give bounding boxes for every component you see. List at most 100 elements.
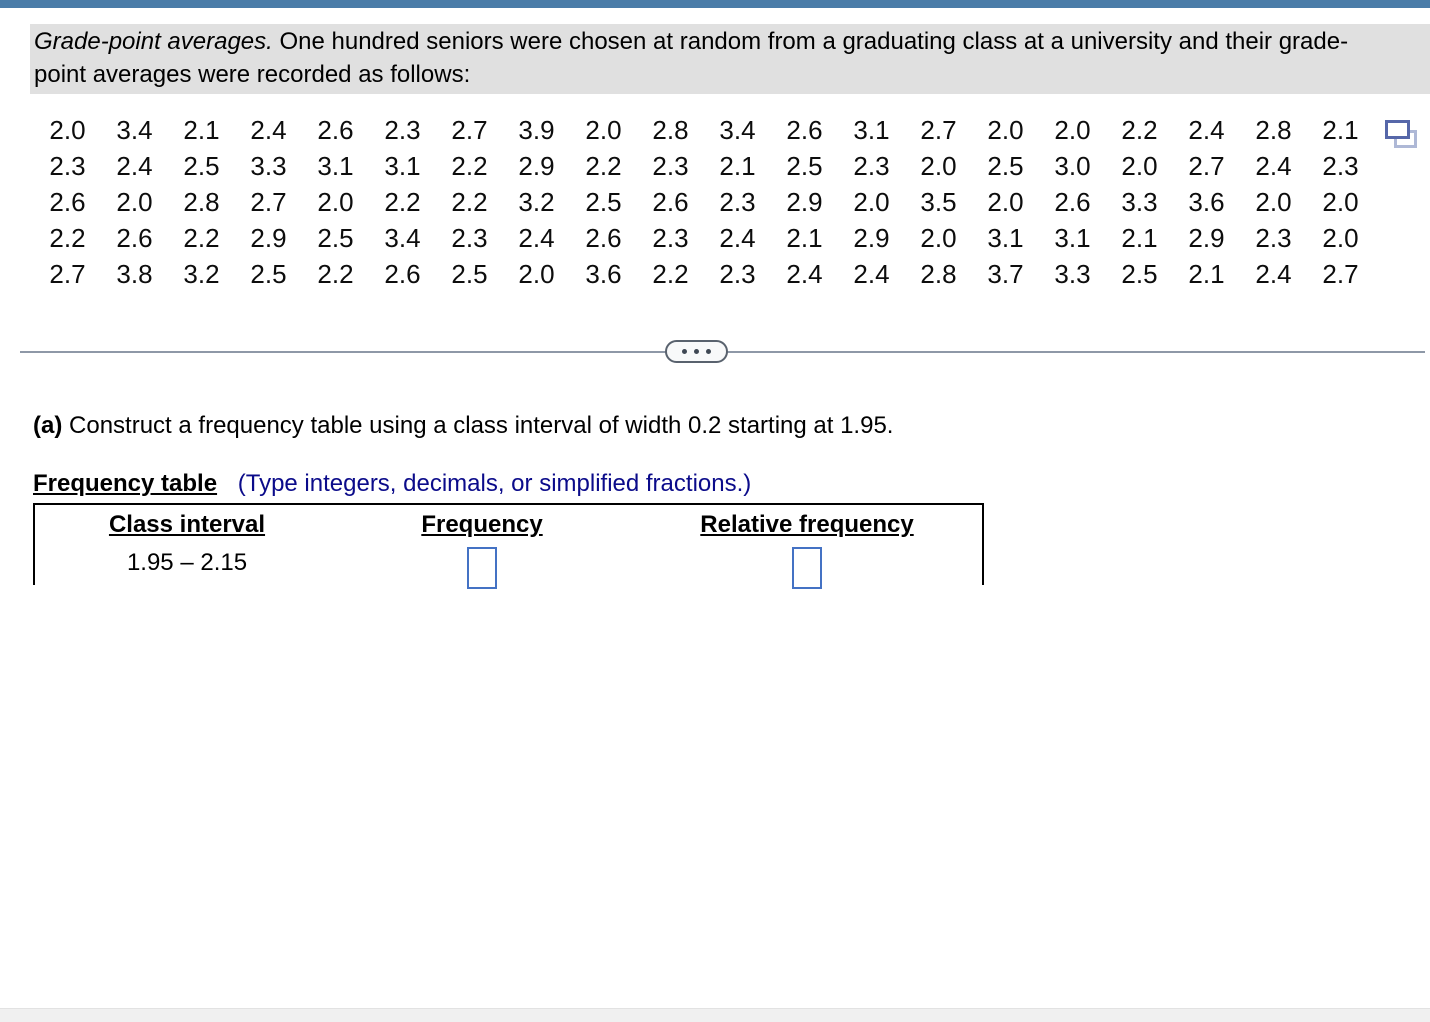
gpa-value: 2.6 <box>1054 186 1091 217</box>
ellipsis-icon <box>706 349 711 354</box>
gpa-value: 3.0 <box>1054 150 1091 181</box>
ellipsis-icon <box>694 349 699 354</box>
gpa-value: 2.3 <box>719 258 756 289</box>
gpa-value: 2.6 <box>585 222 622 253</box>
gpa-value: 2.3 <box>451 222 488 253</box>
gpa-value: 2.5 <box>987 150 1024 181</box>
column-header-relative-frequency: Relative frequency <box>700 511 914 538</box>
gpa-value: 2.0 <box>853 186 890 217</box>
relative-frequency-input[interactable] <box>792 547 822 589</box>
gpa-value: 2.0 <box>518 258 555 289</box>
gpa-value: 3.1 <box>317 150 354 181</box>
gpa-value: 2.5 <box>585 186 622 217</box>
gpa-value: 2.1 <box>1121 222 1158 253</box>
gpa-value: 2.8 <box>183 186 220 217</box>
gpa-value: 2.5 <box>250 258 287 289</box>
gpa-value: 2.2 <box>451 150 488 181</box>
gpa-value: 2.6 <box>49 186 86 217</box>
gpa-value: 2.5 <box>183 150 220 181</box>
gpa-value: 2.5 <box>786 150 823 181</box>
gpa-value: 2.2 <box>384 186 421 217</box>
gpa-value: 2.3 <box>1322 150 1359 181</box>
gpa-value: 2.0 <box>585 114 622 145</box>
gpa-value: 2.5 <box>317 222 354 253</box>
gpa-value: 3.9 <box>518 114 555 145</box>
gpa-value: 3.7 <box>987 258 1024 289</box>
gpa-value: 2.3 <box>652 222 689 253</box>
bottom-scroll-strip <box>0 1008 1430 1022</box>
gpa-value: 2.1 <box>719 150 756 181</box>
gpa-value: 3.6 <box>1188 186 1225 217</box>
gpa-value: 2.0 <box>49 114 86 145</box>
gpa-value: 2.2 <box>585 150 622 181</box>
gpa-value: 3.4 <box>719 114 756 145</box>
gpa-value: 2.0 <box>920 150 957 181</box>
gpa-value: 2.4 <box>1188 114 1225 145</box>
gpa-value: 3.8 <box>116 258 153 289</box>
gpa-value: 2.8 <box>652 114 689 145</box>
gpa-value: 2.3 <box>384 114 421 145</box>
gpa-value: 2.9 <box>786 186 823 217</box>
gpa-value: 2.0 <box>1121 150 1158 181</box>
column-header-class-interval: Class interval <box>108 511 266 538</box>
gpa-value: 2.6 <box>317 114 354 145</box>
gpa-value: 2.9 <box>518 150 555 181</box>
frequency-table-caption: Frequency table (Type integers, decimals… <box>33 470 751 498</box>
gpa-value: 2.0 <box>920 222 957 253</box>
problem-statement: Grade-point averages. One hundred senior… <box>30 24 1430 94</box>
copy-icon-front <box>1385 120 1410 139</box>
gpa-value: 3.1 <box>1054 222 1091 253</box>
gpa-value: 2.2 <box>183 222 220 253</box>
gpa-value: 3.2 <box>183 258 220 289</box>
gpa-value: 2.1 <box>183 114 220 145</box>
gpa-value: 2.5 <box>451 258 488 289</box>
gpa-value: 3.1 <box>987 222 1024 253</box>
gpa-value: 2.4 <box>719 222 756 253</box>
gpa-value: 2.0 <box>987 186 1024 217</box>
gpa-value: 2.6 <box>652 186 689 217</box>
gpa-value: 2.4 <box>1255 258 1292 289</box>
gpa-value: 3.1 <box>853 114 890 145</box>
copy-button[interactable] <box>1385 120 1419 154</box>
gpa-value: 2.1 <box>1188 258 1225 289</box>
gpa-value: 2.5 <box>1121 258 1158 289</box>
gpa-value: 2.8 <box>1255 114 1292 145</box>
frequency-table-title: Frequency table <box>33 470 218 497</box>
gpa-value: 2.0 <box>317 186 354 217</box>
gpa-value: 2.6 <box>384 258 421 289</box>
frequency-table: Class interval Frequency Relative freque… <box>33 503 984 589</box>
gpa-value: 2.3 <box>49 150 86 181</box>
gpa-value: 2.8 <box>920 258 957 289</box>
gpa-value: 2.1 <box>1322 114 1359 145</box>
problem-title: Grade-point averages. <box>34 28 273 55</box>
gpa-value: 2.7 <box>920 114 957 145</box>
gpa-value: 3.4 <box>116 114 153 145</box>
gpa-value: 3.4 <box>384 222 421 253</box>
gpa-value: 2.7 <box>1188 150 1225 181</box>
gpa-value: 2.3 <box>652 150 689 181</box>
expand-collapse-button[interactable] <box>665 340 728 363</box>
gpa-value: 3.1 <box>384 150 421 181</box>
gpa-value: 2.4 <box>116 150 153 181</box>
gpa-value: 3.3 <box>1121 186 1158 217</box>
gpa-value: 3.6 <box>585 258 622 289</box>
gpa-value: 2.4 <box>853 258 890 289</box>
gpa-value: 3.3 <box>250 150 287 181</box>
gpa-value: 2.7 <box>250 186 287 217</box>
gpa-value: 3.5 <box>920 186 957 217</box>
gpa-value: 2.3 <box>853 150 890 181</box>
frequency-input[interactable] <box>467 547 497 589</box>
gpa-value: 2.9 <box>1188 222 1225 253</box>
ellipsis-icon <box>682 349 687 354</box>
column-header-frequency: Frequency <box>421 511 543 538</box>
gpa-value: 2.4 <box>1255 150 1292 181</box>
gpa-value: 2.3 <box>1255 222 1292 253</box>
gpa-value: 2.0 <box>1255 186 1292 217</box>
gpa-value: 2.9 <box>250 222 287 253</box>
part-a-text: Construct a frequency table using a clas… <box>69 412 894 439</box>
gpa-value: 2.4 <box>250 114 287 145</box>
gpa-value: 3.3 <box>1054 258 1091 289</box>
gpa-value: 2.0 <box>1054 114 1091 145</box>
gpa-value: 2.2 <box>451 186 488 217</box>
